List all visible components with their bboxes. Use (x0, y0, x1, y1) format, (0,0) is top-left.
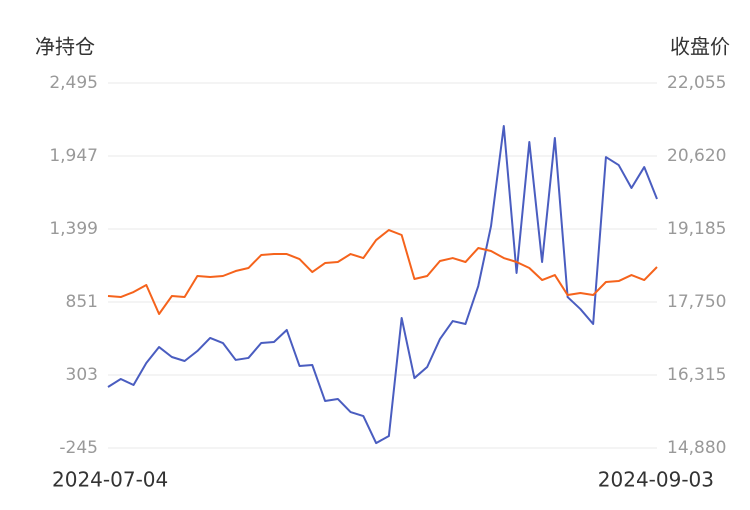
y-tick-label: 851 (66, 292, 98, 312)
x-tick-label: 2024-07-04 (52, 468, 168, 492)
y-tick-label: 2,495 (49, 73, 98, 93)
y2-tick-label: 20,620 (667, 146, 726, 166)
y2-tick-label: 14,880 (667, 438, 726, 458)
y2-tick-label: 17,750 (667, 292, 726, 312)
y-tick-label: 1,399 (49, 219, 98, 239)
y2-tick-label: 22,055 (667, 73, 726, 93)
y-tick-label: -245 (59, 438, 98, 458)
line-series (107, 125, 658, 445)
y-tick-label: 303 (66, 365, 98, 385)
y2-tick-label: 19,185 (667, 219, 726, 239)
y2-tick-label: 16,315 (667, 365, 726, 385)
x-tick-label: 2024-09-03 (598, 468, 714, 492)
line-series (107, 229, 658, 316)
y2-axis-title: 收盘价 (670, 35, 730, 59)
y-tick-label: 1,947 (49, 146, 98, 166)
y-axis-title: 净持仓 (35, 35, 95, 59)
